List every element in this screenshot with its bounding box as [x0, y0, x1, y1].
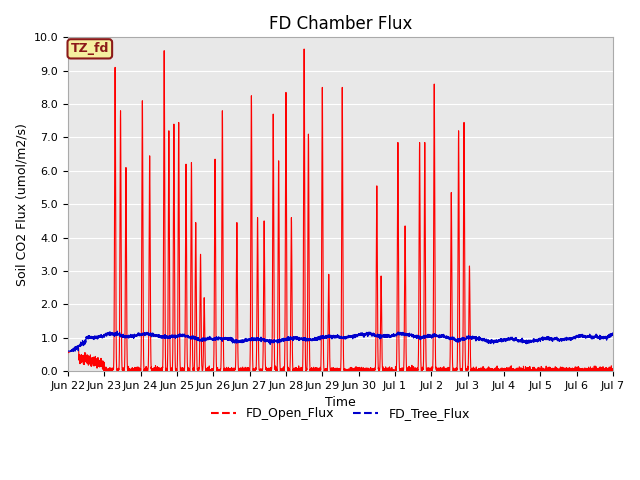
Title: FD Chamber Flux: FD Chamber Flux: [269, 15, 412, 33]
Y-axis label: Soil CO2 Flux (umol/m2/s): Soil CO2 Flux (umol/m2/s): [15, 123, 28, 286]
Legend: FD_Open_Flux, FD_Tree_Flux: FD_Open_Flux, FD_Tree_Flux: [206, 402, 475, 425]
Text: TZ_fd: TZ_fd: [70, 42, 109, 55]
X-axis label: Time: Time: [325, 396, 356, 409]
